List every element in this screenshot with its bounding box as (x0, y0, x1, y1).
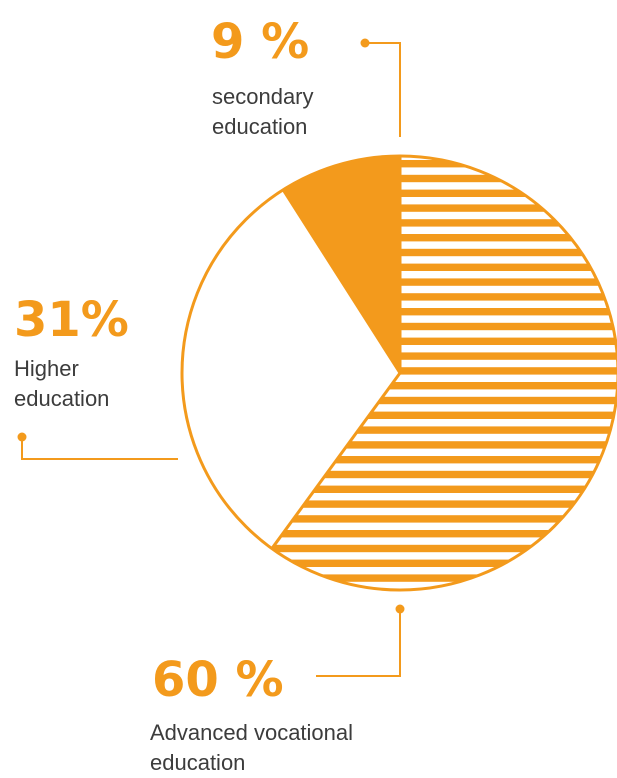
pie-slices (180, 154, 617, 592)
slice-secondary-education (283, 156, 400, 373)
leader-lines (17, 38, 405, 677)
label-percent-higher: 31% (14, 292, 129, 348)
label-percent-advanced-vocational: 60 % (152, 652, 284, 708)
leader-secondary (360, 38, 401, 137)
slice-separator (270, 372, 402, 550)
label-percent-secondary: 9 % (211, 14, 310, 70)
label-caption-higher: Higher education (14, 356, 110, 411)
label-caption-secondary: secondary education (212, 84, 314, 139)
leader-dot (360, 38, 370, 48)
leader-dot (395, 604, 405, 614)
slice-higher-education (181, 189, 400, 549)
slice-separator (281, 188, 402, 374)
slice-advanced-vocational (271, 156, 617, 590)
leader-higher (17, 432, 178, 460)
label-caption-advanced-vocational: Advanced vocational education (150, 720, 354, 775)
leader-advanced-vocational (316, 604, 405, 677)
leader-dot (17, 432, 27, 442)
